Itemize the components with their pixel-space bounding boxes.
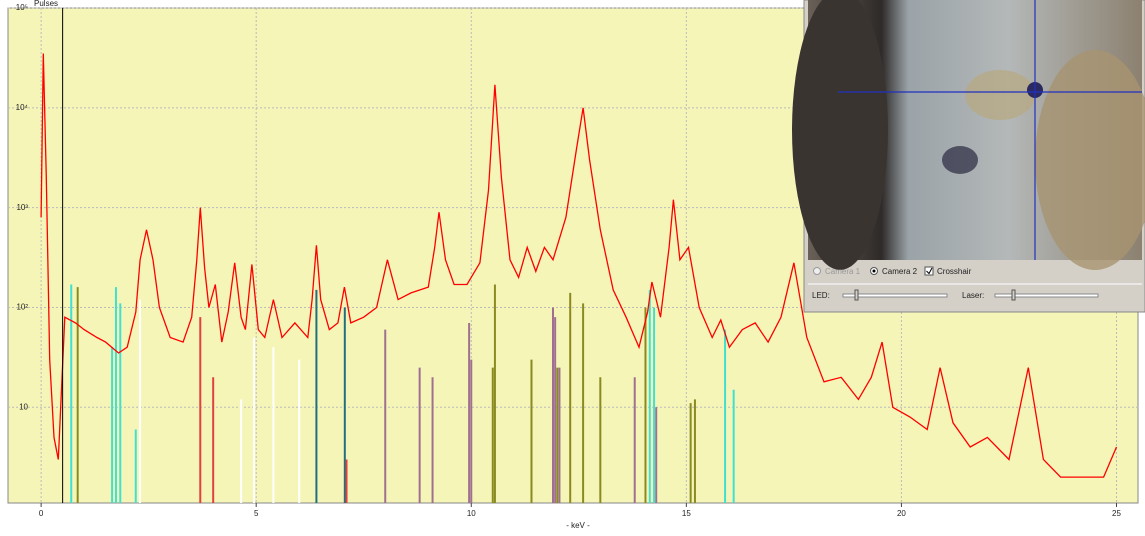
slider-track[interactable] [994, 293, 1099, 298]
spectrum [40, 53, 1118, 478]
checkmark [926, 267, 933, 275]
slider-thumb[interactable] [854, 289, 859, 301]
camera-panel: Camera 1 Camera 2 Crosshair LED: Laser: [792, 0, 1145, 313]
camera-object [792, 0, 888, 270]
element-lines [70, 284, 735, 503]
y-tick-label: 10³ [16, 203, 28, 212]
x-tick-label: 25 [1112, 509, 1121, 518]
x-tick-label: 15 [682, 509, 691, 518]
camera-particles [965, 70, 1035, 120]
slider-track[interactable] [842, 293, 948, 298]
checkbox-label: Crosshair [937, 267, 972, 276]
y-tick-label: 10⁵ [16, 3, 28, 12]
camera-particles [942, 146, 978, 174]
y-tick-label: 10² [16, 303, 28, 312]
x-tick-label: 20 [897, 509, 906, 518]
radio-dot [872, 269, 876, 273]
y-tick-label: 10 [19, 402, 28, 411]
slider-thumb[interactable] [1011, 289, 1016, 301]
x-tick-label: 5 [254, 509, 259, 518]
x-axis-label: - keV - [566, 521, 590, 530]
slider-label: Laser: [962, 291, 984, 300]
checkbox[interactable] [924, 266, 934, 276]
spectrum-line [40, 53, 1118, 478]
y-tick-label: 10⁴ [16, 103, 29, 112]
radio-label: Camera 1 [825, 267, 861, 276]
camera-particles [1035, 50, 1145, 270]
x-tick-label: 10 [467, 509, 476, 518]
radio[interactable] [813, 267, 821, 275]
y-axis-label: Pulses [34, 0, 58, 8]
slider-label: LED: [812, 291, 830, 300]
radio-label: Camera 2 [882, 267, 918, 276]
x-tick-label: 0 [39, 509, 44, 518]
